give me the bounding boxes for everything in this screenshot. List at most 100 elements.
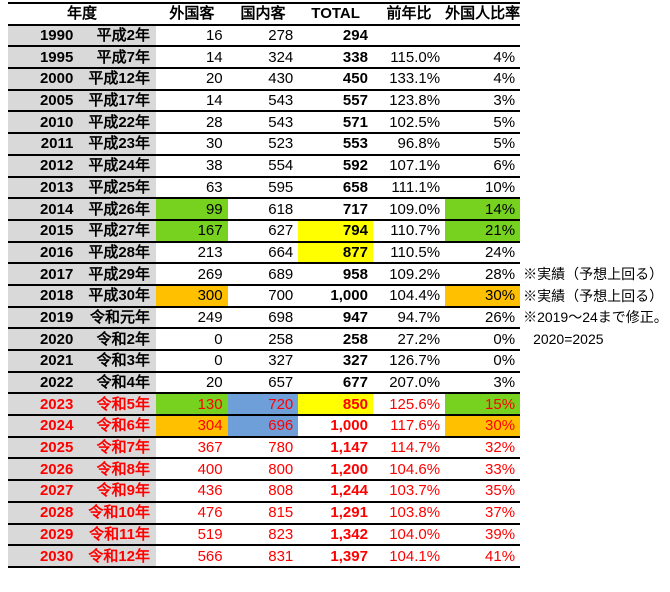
col-header-foreign[interactable]: 外国客 bbox=[156, 2, 228, 26]
domestic-cell[interactable]: 543 bbox=[227, 111, 299, 135]
total-cell[interactable]: 258 bbox=[298, 328, 373, 351]
yoy-cell[interactable]: 109.0% bbox=[372, 198, 446, 221]
year-cell[interactable]: 2026 bbox=[8, 458, 89, 482]
annotation[interactable]: ※2019～24まで修正。 bbox=[523, 309, 668, 326]
ratio-cell[interactable]: 4% bbox=[445, 68, 521, 91]
col-header-total[interactable]: TOTAL bbox=[298, 2, 373, 26]
foreign-cell[interactable]: 0 bbox=[156, 328, 228, 351]
era-cell[interactable]: 平成28年 bbox=[88, 241, 157, 265]
total-cell[interactable]: 592 bbox=[298, 154, 373, 178]
foreign-cell[interactable]: 38 bbox=[156, 154, 228, 178]
ratio-cell[interactable]: 32% bbox=[445, 436, 521, 460]
yoy-cell[interactable]: 104.1% bbox=[372, 545, 446, 568]
era-cell[interactable]: 令和2年 bbox=[88, 328, 157, 351]
domestic-cell[interactable]: 815 bbox=[227, 501, 299, 525]
ratio-cell[interactable]: 30% bbox=[445, 415, 521, 438]
total-cell[interactable]: 1,000 bbox=[298, 415, 373, 438]
ratio-cell[interactable]: 39% bbox=[445, 523, 521, 547]
ratio-cell[interactable]: 35% bbox=[445, 480, 521, 503]
foreign-cell[interactable]: 99 bbox=[156, 198, 228, 221]
year-cell[interactable]: 2017 bbox=[8, 263, 89, 286]
foreign-cell[interactable]: 300 bbox=[156, 284, 228, 308]
yoy-cell[interactable] bbox=[372, 24, 446, 48]
era-cell[interactable]: 平成7年 bbox=[88, 46, 157, 70]
era-cell[interactable]: 平成23年 bbox=[88, 133, 157, 156]
year-cell[interactable]: 2030 bbox=[8, 545, 89, 568]
yoy-cell[interactable]: 126.7% bbox=[372, 350, 446, 373]
foreign-cell[interactable]: 16 bbox=[156, 24, 228, 48]
year-cell[interactable]: 2028 bbox=[8, 501, 89, 525]
domestic-cell[interactable]: 554 bbox=[227, 154, 299, 178]
domestic-cell[interactable]: 800 bbox=[227, 458, 299, 482]
era-cell[interactable]: 令和9年 bbox=[88, 480, 157, 503]
total-cell[interactable]: 947 bbox=[298, 306, 373, 330]
year-cell[interactable]: 2019 bbox=[8, 306, 89, 330]
era-cell[interactable]: 令和8年 bbox=[88, 458, 157, 482]
era-cell[interactable]: 平成30年 bbox=[88, 284, 157, 308]
ratio-cell[interactable]: 21% bbox=[445, 219, 521, 243]
ratio-cell[interactable]: 30% bbox=[445, 284, 521, 308]
era-cell[interactable]: 平成26年 bbox=[88, 198, 157, 221]
year-cell[interactable]: 2029 bbox=[8, 523, 89, 547]
ratio-cell[interactable]: 3% bbox=[445, 371, 521, 395]
era-cell[interactable]: 令和7年 bbox=[88, 436, 157, 460]
year-cell[interactable]: 2015 bbox=[8, 219, 89, 243]
total-cell[interactable]: 677 bbox=[298, 371, 373, 395]
domestic-cell[interactable]: 327 bbox=[227, 350, 299, 373]
era-cell[interactable]: 令和10年 bbox=[88, 501, 157, 525]
total-cell[interactable]: 1,342 bbox=[298, 523, 373, 547]
year-cell[interactable]: 2025 bbox=[8, 436, 89, 460]
domestic-cell[interactable]: 831 bbox=[227, 545, 299, 568]
foreign-cell[interactable]: 566 bbox=[156, 545, 228, 568]
foreign-cell[interactable]: 0 bbox=[156, 350, 228, 373]
yoy-cell[interactable]: 110.7% bbox=[372, 219, 446, 243]
total-cell[interactable]: 338 bbox=[298, 46, 373, 70]
total-cell[interactable]: 557 bbox=[298, 89, 373, 113]
domestic-cell[interactable]: 618 bbox=[227, 198, 299, 221]
total-cell[interactable]: 1,147 bbox=[298, 436, 373, 460]
total-cell[interactable]: 1,244 bbox=[298, 480, 373, 503]
yoy-cell[interactable]: 107.1% bbox=[372, 154, 446, 178]
year-cell[interactable]: 2005 bbox=[8, 89, 89, 113]
yoy-cell[interactable]: 103.7% bbox=[372, 480, 446, 503]
yoy-cell[interactable]: 103.8% bbox=[372, 501, 446, 525]
era-cell[interactable]: 令和5年 bbox=[88, 393, 157, 417]
era-cell[interactable]: 令和元年 bbox=[88, 306, 157, 330]
total-cell[interactable]: 327 bbox=[298, 350, 373, 373]
total-cell[interactable]: 1,291 bbox=[298, 501, 373, 525]
foreign-cell[interactable]: 436 bbox=[156, 480, 228, 503]
yoy-cell[interactable]: 104.0% bbox=[372, 523, 446, 547]
total-cell[interactable]: 1,397 bbox=[298, 545, 373, 568]
era-cell[interactable]: 平成2年 bbox=[88, 24, 157, 48]
yoy-cell[interactable]: 109.2% bbox=[372, 263, 446, 286]
col-header-ratio[interactable]: 外国人比率 bbox=[445, 2, 521, 26]
yoy-cell[interactable]: 123.8% bbox=[372, 89, 446, 113]
yoy-cell[interactable]: 104.6% bbox=[372, 458, 446, 482]
foreign-cell[interactable]: 14 bbox=[156, 46, 228, 70]
era-cell[interactable]: 令和12年 bbox=[88, 545, 157, 568]
yoy-cell[interactable]: 115.0% bbox=[372, 46, 446, 70]
ratio-cell[interactable]: 10% bbox=[445, 176, 521, 200]
year-cell[interactable]: 2013 bbox=[8, 176, 89, 200]
year-cell[interactable]: 1995 bbox=[8, 46, 89, 70]
total-cell[interactable]: 658 bbox=[298, 176, 373, 200]
total-cell[interactable]: 450 bbox=[298, 68, 373, 91]
total-cell[interactable]: 877 bbox=[298, 241, 373, 265]
foreign-cell[interactable]: 20 bbox=[156, 371, 228, 395]
yoy-cell[interactable]: 133.1% bbox=[372, 68, 446, 91]
domestic-cell[interactable]: 689 bbox=[227, 263, 299, 286]
total-cell[interactable]: 571 bbox=[298, 111, 373, 135]
foreign-cell[interactable]: 14 bbox=[156, 89, 228, 113]
yoy-cell[interactable]: 27.2% bbox=[372, 328, 446, 351]
ratio-cell[interactable]: 0% bbox=[445, 350, 521, 373]
domestic-cell[interactable]: 657 bbox=[227, 371, 299, 395]
annotation[interactable]: ※実績（予想上回る） bbox=[523, 266, 664, 283]
foreign-cell[interactable]: 28 bbox=[156, 111, 228, 135]
year-cell[interactable]: 1990 bbox=[8, 24, 89, 48]
ratio-cell[interactable]: 14% bbox=[445, 198, 521, 221]
ratio-cell[interactable]: 28% bbox=[445, 263, 521, 286]
era-cell[interactable]: 平成27年 bbox=[88, 219, 157, 243]
total-cell[interactable]: 553 bbox=[298, 133, 373, 156]
total-cell[interactable]: 1,200 bbox=[298, 458, 373, 482]
era-cell[interactable]: 令和6年 bbox=[88, 415, 157, 438]
